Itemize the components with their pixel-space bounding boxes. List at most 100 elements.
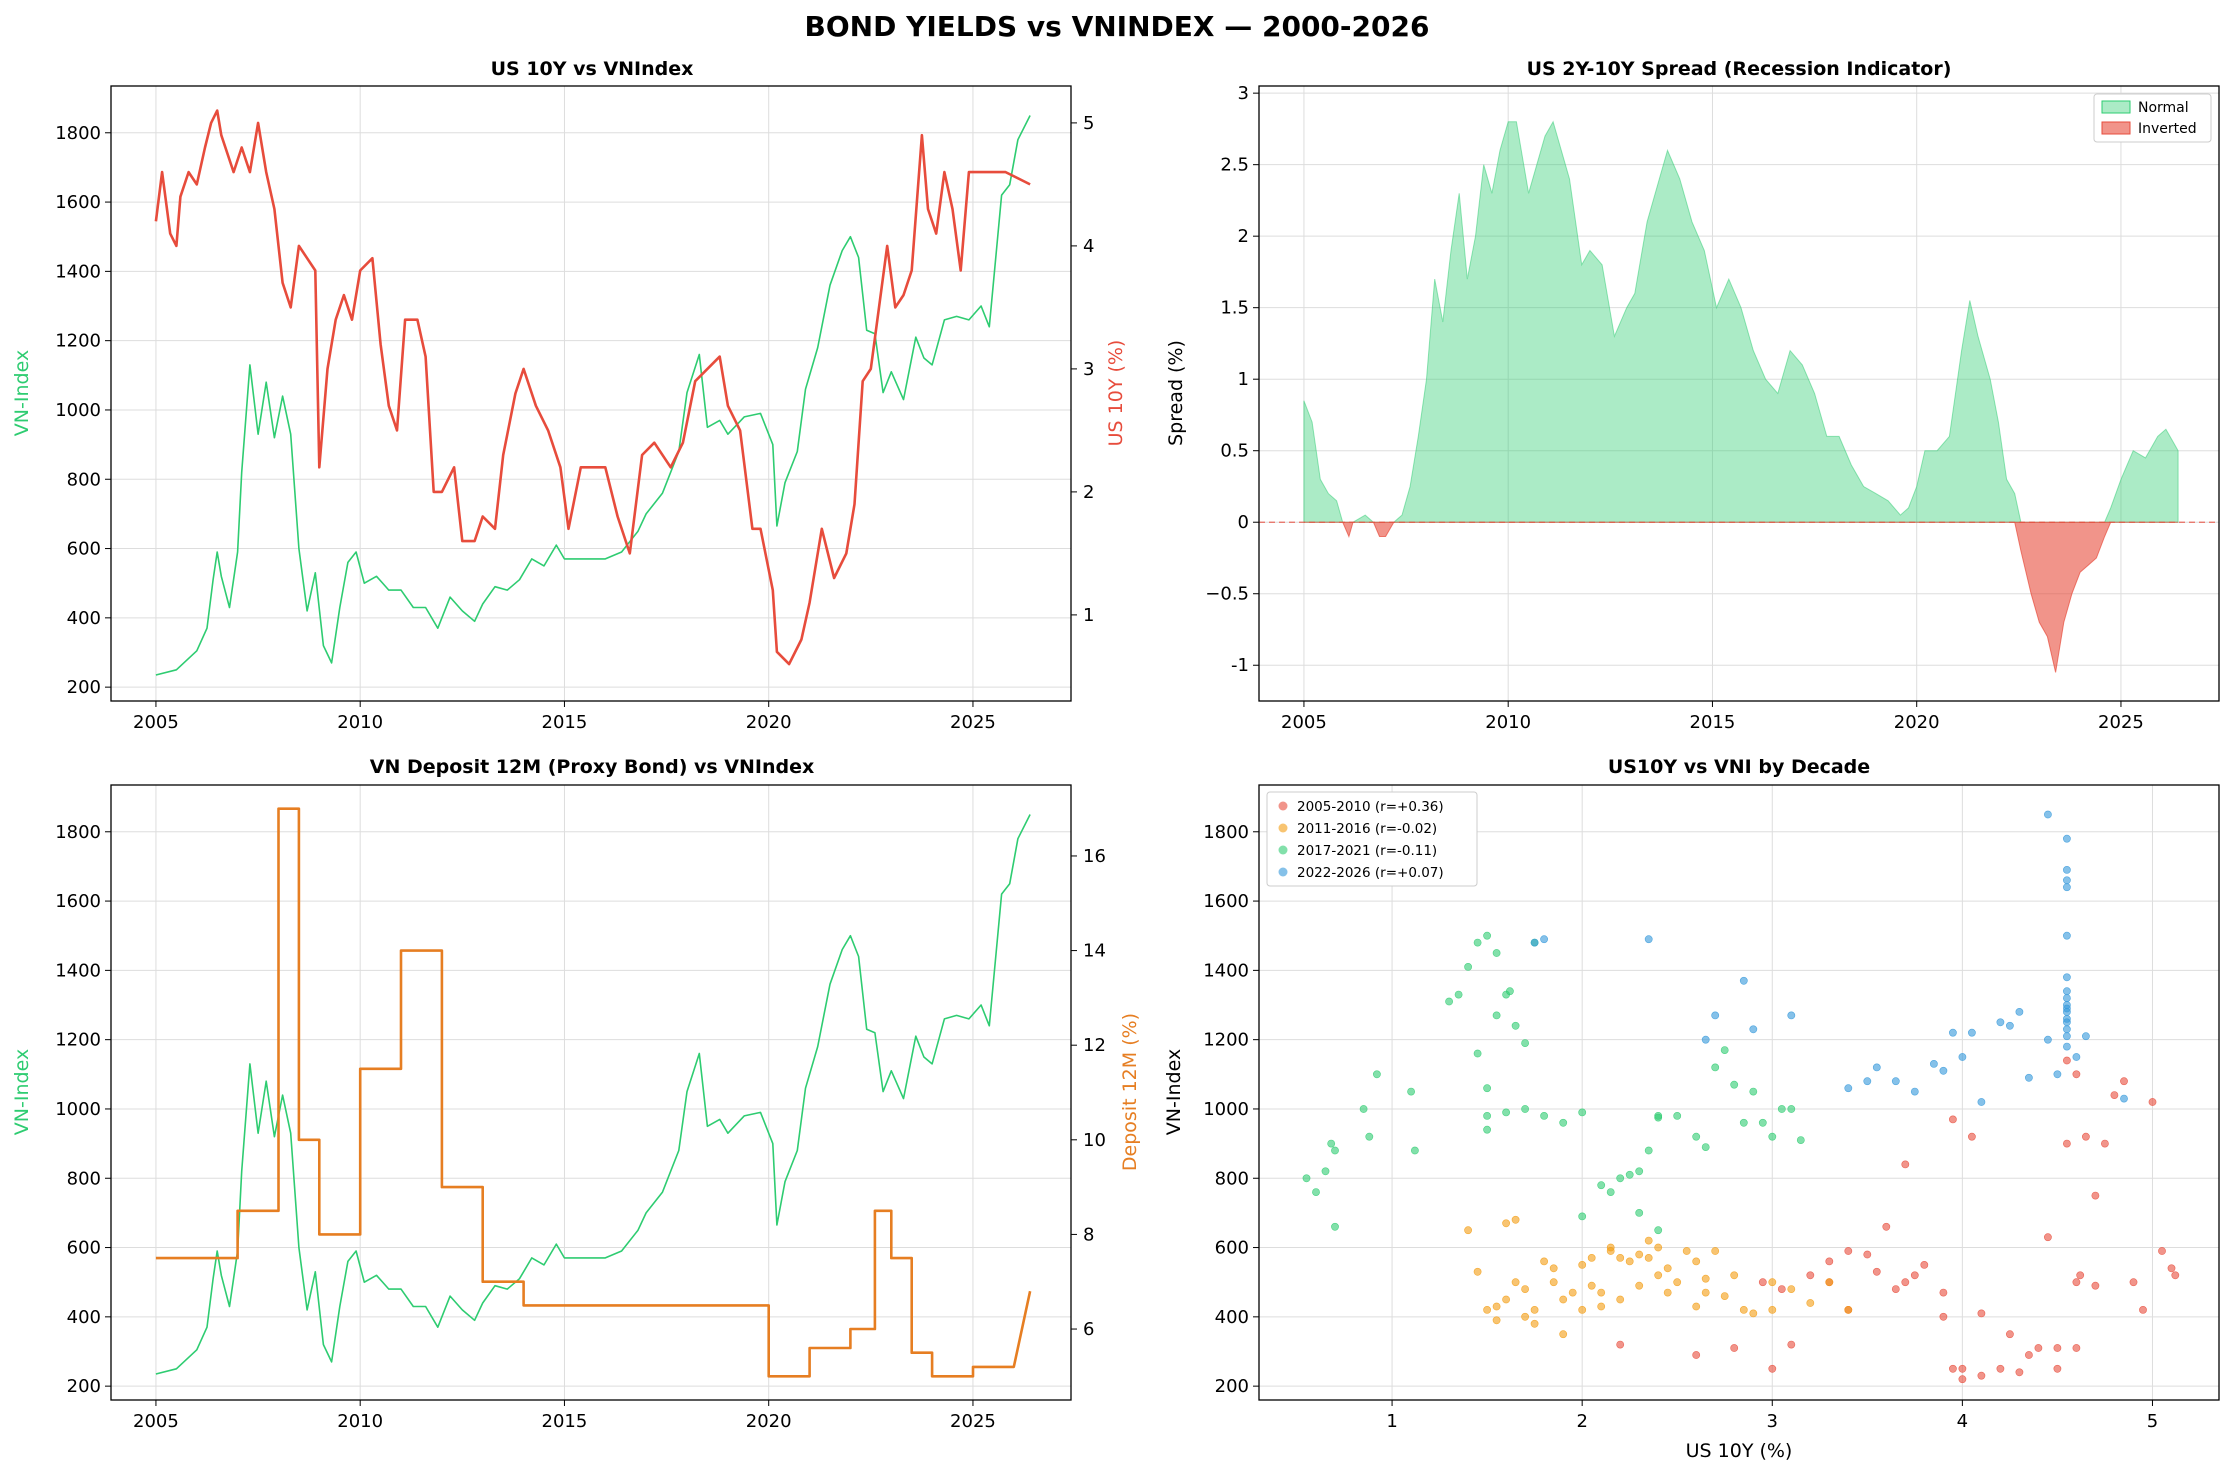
panel-us-2y-10y-spread: US 2Y-10Y Spread (Recession Indicator) 2… <box>1165 58 2220 733</box>
scatter-point-series-1 <box>2158 1247 2166 1255</box>
scatter-point-series-4 <box>2062 1042 2071 1051</box>
scatter-point-series-3 <box>1635 1209 1644 1217</box>
x-tick-label: 2010 <box>337 712 383 733</box>
scatter-point-series-2 <box>1530 1306 1539 1314</box>
tick-labels: 2005 2010 2015 2020 2025 200 400 600 800 1000 1200… <box>55 113 1094 733</box>
scatter-point-series-4 <box>2062 866 2071 874</box>
scatter-point-series-4 <box>1749 1025 1758 1034</box>
scatter-point-series-3 <box>1365 1132 1374 1141</box>
scatter-point-series-4 <box>1977 1098 1986 1106</box>
scatter-point-series-2 <box>1530 1319 1539 1328</box>
scatter-point-series-4 <box>2015 1008 2024 1016</box>
y-tick-label: 400 <box>67 1307 101 1328</box>
panel-vn-deposit-vs-vnindex: VN Deposit 12M (Proxy Bond) vs VNIndex 2… <box>11 756 1141 1432</box>
scatter-point-series-3 <box>1540 1112 1548 1120</box>
scatter-point-series-1 <box>2076 1271 2085 1280</box>
scatter-points <box>1302 810 2180 1384</box>
x-tick-label: 2005 <box>1281 712 1327 733</box>
scatter-point-series-1 <box>1692 1351 1701 1359</box>
scatter-point-series-1 <box>2034 1344 2043 1352</box>
scatter-point-series-4 <box>2072 1053 2081 1061</box>
scatter-point-series-1 <box>1996 1364 2005 1373</box>
scatter-point-series-1 <box>1777 1285 1786 1293</box>
scatter-point-series-2 <box>1587 1281 1596 1290</box>
scatter-point-series-2 <box>1739 1306 1748 1314</box>
scatter-point-series-1 <box>1882 1222 1891 1231</box>
scatter-point-series-1 <box>1968 1132 1976 1141</box>
scatter-point-series-2 <box>1787 1285 1796 1293</box>
y-right-tick-label: 3 <box>1083 359 1094 380</box>
scatter-point-series-3 <box>1701 1143 1710 1151</box>
scatter-point-series-2 <box>1768 1278 1777 1287</box>
scatter-point-series-4 <box>2062 987 2071 996</box>
scatter-point-series-2 <box>1597 1302 1606 1311</box>
tick-labels: 1 2 3 4 5 200 400 600 800 1000 1200 1400 1600 1800 <box>1203 822 2158 1432</box>
legend: Normal Inverted <box>2093 93 2212 143</box>
scatter-point-series-1 <box>1958 1375 1967 1384</box>
scatter-point-series-3 <box>1464 963 1472 971</box>
scatter-point-series-3 <box>1473 1049 1482 1058</box>
scatter-point-series-2 <box>1644 1254 1653 1262</box>
y-axis-label-right: Deposit 12M (%) <box>1119 1013 1141 1171</box>
scatter-point-series-4 <box>2025 1073 2033 1082</box>
scatter-point-series-4 <box>2062 973 2071 982</box>
scatter-point-series-3 <box>1521 1105 1529 1113</box>
x-tick-label: 2025 <box>950 1411 996 1432</box>
series-line-vnindex <box>155 814 1031 1375</box>
scatter-point-series-3 <box>1312 1188 1320 1196</box>
scatter-point-series-4 <box>1844 1084 1853 1093</box>
scatter-point-series-2 <box>1502 1219 1510 1228</box>
legend-label-2017-2021: 2017-2021 (r=-0.11) <box>1297 843 1437 859</box>
scatter-point-series-4 <box>2053 1070 2062 1079</box>
scatter-point-series-3 <box>1321 1167 1330 1176</box>
scatter-point-series-1 <box>2015 1368 2024 1377</box>
scatter-point-series-3 <box>1483 1125 1491 1134</box>
scatter-point-series-2 <box>1701 1274 1710 1283</box>
y-tick-label: 1400 <box>1203 960 1249 981</box>
scatter-point-series-2 <box>1663 1264 1672 1273</box>
y-right-tick-label: 16 <box>1083 846 1106 867</box>
scatter-point-series-2 <box>1711 1247 1720 1255</box>
scatter-point-series-4 <box>1939 1066 1948 1075</box>
plot-frame <box>110 784 1072 1401</box>
y-tick-label: −0.5 <box>1205 584 1249 605</box>
scatter-point-series-2 <box>1625 1257 1634 1266</box>
scatter-point-series-4 <box>1739 976 1748 985</box>
y-tick-label: 600 <box>67 539 101 560</box>
scatter-point-series-3 <box>1616 1174 1625 1183</box>
scatter-point-series-3 <box>1331 1146 1339 1155</box>
scatter-point-series-1 <box>2171 1271 2180 1280</box>
y-tick-label: 1200 <box>55 331 101 352</box>
y-axis-label-right: US 10Y (%) <box>1105 340 1127 447</box>
x-tick-label: 2015 <box>542 712 588 733</box>
y-axis-label: VN-Index <box>1163 1049 1185 1135</box>
scatter-point-series-4 <box>2062 1032 2071 1041</box>
scatter-point-series-2 <box>1578 1306 1587 1314</box>
scatter-point-series-1 <box>1768 1364 1777 1373</box>
y-tick-label: 600 <box>1215 1238 1249 1259</box>
scatter-point-series-1 <box>1863 1250 1872 1259</box>
scatter-point-series-1 <box>2025 1351 2033 1359</box>
scatter-point-series-1 <box>1844 1247 1853 1255</box>
scatter-point-series-1 <box>2081 1132 2090 1141</box>
y-tick-label: 400 <box>1215 1307 1249 1328</box>
scatter-point-series-4 <box>1711 1011 1720 1020</box>
scatter-point-series-2 <box>1730 1271 1739 1280</box>
y-tick-label: 1200 <box>1203 1030 1249 1051</box>
scatter-point-series-2 <box>1825 1278 1834 1287</box>
tick-labels: 2005 2010 2015 2020 2025 -1 −0.5 0 0.5 1 1.5 2 2.5 3 <box>1205 83 2144 733</box>
scatter-point-series-1 <box>1901 1160 1910 1169</box>
scatter-point-series-1 <box>2167 1264 2176 1273</box>
plot-area <box>1259 120 2219 673</box>
plot-frame <box>110 85 1072 702</box>
scatter-point-series-1 <box>2072 1278 2081 1287</box>
scatter-point-series-3 <box>1502 1108 1510 1117</box>
scatter-point-series-3 <box>1492 949 1501 957</box>
scatter-point-series-1 <box>1825 1257 1834 1266</box>
x-tick-label: 2005 <box>133 712 179 733</box>
legend-swatch-inverted <box>2101 121 2131 135</box>
scatter-point-series-2 <box>1597 1288 1606 1297</box>
scatter-point-series-2 <box>1749 1309 1758 1318</box>
legend-label-2022-2026: 2022-2026 (r=+0.07) <box>1297 865 1444 881</box>
scatter-point-series-4 <box>2062 1008 2071 1016</box>
